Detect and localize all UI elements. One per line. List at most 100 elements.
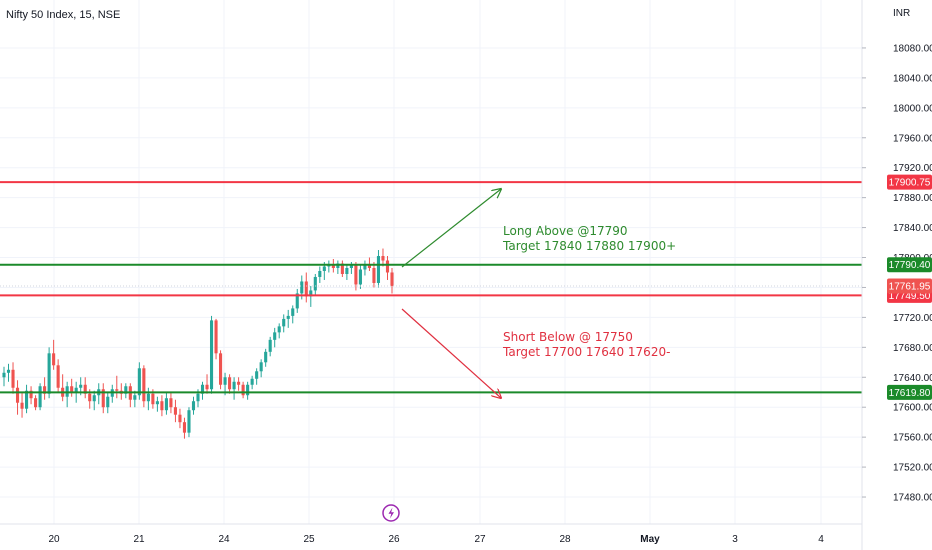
level-price-badge[interactable]: 17900.75	[887, 174, 932, 190]
candle[interactable]	[70, 378, 74, 397]
candle[interactable]	[142, 365, 146, 408]
candle[interactable]	[2, 366, 6, 387]
candle[interactable]	[309, 285, 313, 307]
candle[interactable]	[155, 396, 159, 412]
candle[interactable]	[381, 248, 385, 267]
candle[interactable]	[327, 260, 331, 273]
candle[interactable]	[354, 262, 358, 291]
candle[interactable]	[65, 381, 69, 408]
candle[interactable]	[273, 327, 277, 348]
candle[interactable]	[83, 377, 87, 399]
candle[interactable]	[209, 315, 214, 394]
candle[interactable]	[56, 359, 60, 393]
candle[interactable]	[214, 318, 218, 360]
candle[interactable]	[133, 390, 137, 408]
candle[interactable]	[29, 386, 33, 405]
candle[interactable]	[61, 374, 65, 402]
y-tick-label: 17880.00	[893, 193, 932, 204]
lightning-bolt-icon[interactable]	[382, 504, 400, 522]
candle[interactable]	[164, 392, 168, 415]
candle[interactable]	[313, 273, 317, 295]
candle[interactable]	[110, 384, 114, 403]
long-annotation-text[interactable]: Long Above @17790	[503, 224, 628, 238]
level-price-badge[interactable]: 17619.80	[887, 384, 932, 400]
candle[interactable]	[363, 260, 367, 276]
candle[interactable]	[15, 380, 20, 415]
candle[interactable]	[372, 262, 376, 288]
candle[interactable]	[237, 377, 241, 391]
candle[interactable]	[173, 399, 177, 423]
candle[interactable]	[160, 395, 164, 417]
candle[interactable]	[358, 265, 362, 289]
candle[interactable]	[318, 266, 322, 283]
candle[interactable]	[291, 305, 295, 324]
candle[interactable]	[268, 336, 272, 357]
candle[interactable]	[282, 314, 286, 333]
candle[interactable]	[11, 362, 15, 394]
candle[interactable]	[390, 267, 394, 294]
time-axis[interactable]: 20 21 24 25 26 27 28 May 3 4	[48, 534, 824, 545]
candle[interactable]	[187, 407, 191, 438]
candle[interactable]	[241, 381, 245, 399]
candle[interactable]	[336, 260, 340, 274]
candle-body	[277, 326, 281, 333]
candle-body	[349, 265, 353, 268]
candle[interactable]	[124, 383, 128, 399]
price-axis[interactable]: 17480.00 17520.00 17560.00 17600.00 17640.00…	[862, 43, 932, 504]
candle[interactable]	[101, 383, 105, 414]
candle[interactable]	[115, 375, 119, 399]
y-tick-label: 18000.00	[893, 103, 932, 114]
candle[interactable]	[25, 384, 29, 414]
candle[interactable]	[259, 359, 263, 378]
candle[interactable]	[182, 417, 187, 439]
candle[interactable]	[20, 392, 24, 418]
candle[interactable]	[128, 383, 132, 408]
candle[interactable]	[228, 374, 232, 394]
candle[interactable]	[345, 265, 349, 280]
candle-body	[300, 281, 304, 294]
candle[interactable]	[52, 339, 56, 370]
candle[interactable]	[255, 368, 259, 385]
candle[interactable]	[38, 383, 42, 411]
candle-body	[178, 414, 182, 423]
level-price-badge[interactable]: 17790.40	[887, 257, 932, 273]
candle[interactable]	[92, 390, 96, 411]
short-annotation-text[interactable]: Target 17700 17640 17620-	[502, 345, 670, 359]
current-price-badge[interactable]: 17761.95	[887, 278, 932, 294]
candle[interactable]	[106, 392, 110, 414]
candle[interactable]	[137, 362, 141, 400]
candle[interactable]	[331, 259, 335, 273]
short-annotation-text[interactable]: Short Below @ 17750	[503, 330, 633, 344]
candle[interactable]	[191, 396, 196, 415]
candle[interactable]	[232, 377, 236, 400]
y-tick-label: 17560.00	[893, 433, 932, 444]
candle[interactable]	[376, 250, 381, 288]
candle[interactable]	[169, 392, 173, 414]
candle[interactable]	[219, 350, 223, 390]
y-tick-label: 18080.00	[893, 43, 932, 54]
candle[interactable]	[250, 375, 254, 390]
candle-body	[286, 315, 290, 319]
candle[interactable]	[385, 256, 390, 280]
candle[interactable]	[6, 363, 11, 382]
candle[interactable]	[47, 347, 51, 399]
candle[interactable]	[340, 260, 344, 277]
candle[interactable]	[205, 374, 209, 394]
candle[interactable]	[286, 309, 290, 328]
candle[interactable]	[295, 288, 299, 313]
candle[interactable]	[200, 381, 205, 400]
candle[interactable]	[246, 381, 250, 400]
candle[interactable]	[304, 272, 308, 303]
candle[interactable]	[43, 377, 47, 400]
candle[interactable]	[97, 383, 101, 405]
candle[interactable]	[264, 348, 268, 367]
candle[interactable]	[34, 395, 38, 411]
level-layer	[0, 181, 862, 394]
long-annotation-text[interactable]: Target 17840 17880 17900+	[502, 239, 676, 253]
candle[interactable]	[277, 323, 281, 339]
candle[interactable]	[178, 408, 182, 429]
short-arrow[interactable]	[401, 308, 501, 398]
long-arrow[interactable]	[401, 189, 501, 268]
x-tick-label: 24	[218, 534, 230, 545]
